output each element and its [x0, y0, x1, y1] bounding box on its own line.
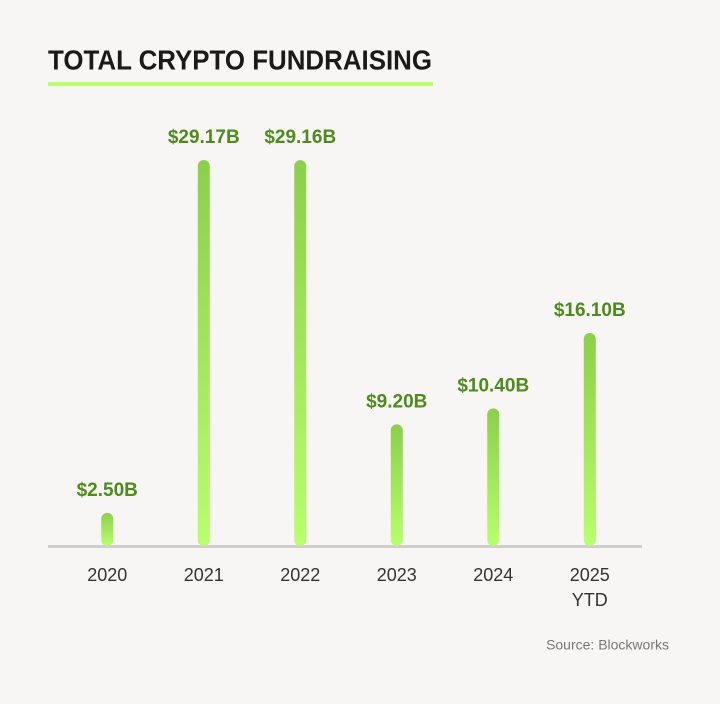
chart-title: TOTAL CRYPTO FUNDRAISING: [48, 44, 432, 75]
value-label: $29.17B: [168, 127, 240, 148]
bar: [487, 408, 500, 546]
value-label: $29.16B: [264, 127, 336, 148]
bar: [101, 512, 114, 546]
bar: [390, 424, 403, 546]
source: Source: Blockworks: [546, 637, 669, 653]
x-tick-label: 2022: [280, 565, 320, 585]
x-tick-label: 2025 YTD: [570, 565, 610, 610]
title-underline: [48, 82, 433, 86]
value-label: $16.10B: [554, 300, 626, 321]
bar: [294, 160, 307, 546]
x-tick-label: 2023: [377, 565, 417, 585]
value-label: $9.20B: [366, 391, 427, 412]
x-tick-label: 2024: [473, 565, 513, 585]
bar: [197, 160, 210, 546]
x-tick-label: 2020: [87, 565, 127, 585]
bar: [583, 332, 596, 546]
value-label: $2.50B: [77, 480, 138, 501]
x-tick-label: 2021: [184, 565, 224, 585]
value-label: $10.40B: [457, 375, 529, 396]
